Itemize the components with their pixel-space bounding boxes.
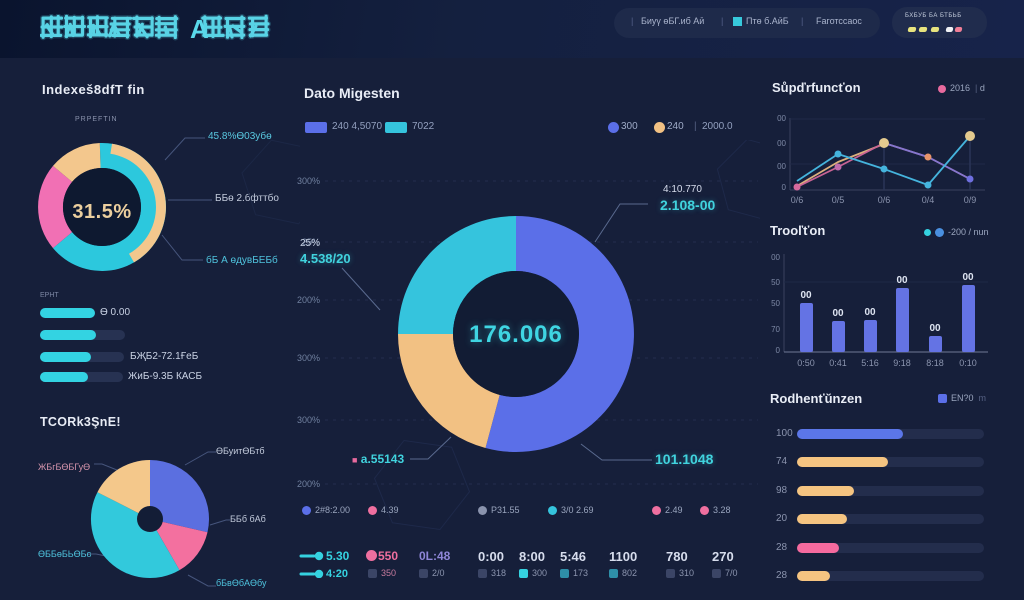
svg-text:00: 00 — [962, 272, 974, 283]
svg-text:0/4: 0/4 — [922, 195, 935, 205]
svg-text:5:16: 5:16 — [861, 358, 879, 368]
svg-text:200%: 200% — [297, 479, 320, 489]
svg-text:00: 00 — [777, 114, 786, 123]
svg-text:300%: 300% — [297, 415, 320, 425]
svg-text:00: 00 — [777, 162, 786, 171]
svg-text:00: 00 — [800, 290, 812, 301]
svg-text:50: 50 — [771, 299, 780, 308]
svg-text:25%: 25% — [302, 237, 320, 247]
svg-text:300%: 300% — [297, 353, 320, 363]
svg-text:0/6: 0/6 — [791, 195, 804, 205]
svg-text:0:41: 0:41 — [829, 358, 847, 368]
svg-text:0: 0 — [776, 346, 781, 355]
svg-text:9:18: 9:18 — [893, 358, 911, 368]
svg-text:A: A — [190, 14, 209, 44]
svg-text:0/5: 0/5 — [832, 195, 845, 205]
svg-text:200%: 200% — [297, 295, 320, 305]
svg-text:00: 00 — [864, 307, 876, 318]
svg-text:0/6: 0/6 — [878, 195, 891, 205]
svg-text:00: 00 — [777, 139, 786, 148]
svg-text:00: 00 — [832, 308, 844, 319]
svg-text:00: 00 — [896, 275, 908, 286]
svg-text:8:18: 8:18 — [926, 358, 944, 368]
svg-text:00: 00 — [929, 323, 941, 334]
svg-text:0:50: 0:50 — [797, 358, 815, 368]
svg-text:0:10: 0:10 — [959, 358, 977, 368]
svg-text:300%: 300% — [297, 176, 320, 186]
svg-text:00: 00 — [771, 253, 780, 262]
svg-text:50: 50 — [771, 278, 780, 287]
svg-text:0/9: 0/9 — [964, 195, 977, 205]
svg-text:0: 0 — [782, 183, 787, 192]
svg-text:70: 70 — [771, 325, 780, 334]
